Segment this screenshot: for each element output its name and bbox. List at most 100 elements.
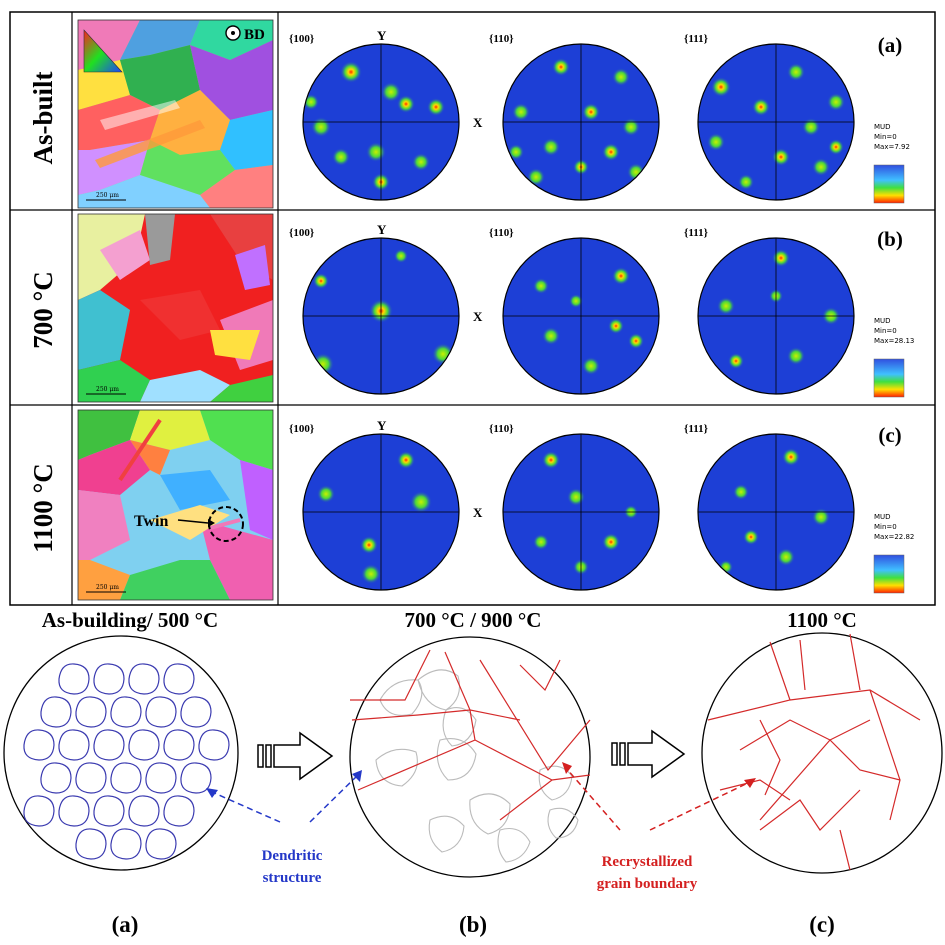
row-label-1100: 1100 °C [28, 463, 58, 553]
pole-figure-r1-c1: {100} [289, 33, 460, 201]
stage-title-c: 1100 °C [787, 608, 857, 632]
legend-colorbar [873, 358, 905, 398]
stage-tag-b: (b) [459, 912, 487, 937]
legend-text: Min=0 [874, 133, 897, 141]
dendritic-cell [145, 828, 177, 860]
texture-spot [743, 529, 759, 545]
scale-bar-label-2: 250 μm [96, 386, 119, 393]
texture-spot [602, 533, 620, 551]
dendritic-cell [163, 663, 195, 695]
pole-figure-label: {110} [489, 227, 514, 239]
legend-text: Min=0 [874, 523, 897, 531]
arrow-2-icon [611, 729, 686, 779]
dendritic-cell [163, 729, 195, 761]
texture-spot [628, 333, 644, 349]
recryst-label-1: Recrystallized [602, 854, 693, 870]
dendritic-cell [93, 729, 125, 761]
dendritic-cell [198, 729, 230, 761]
dendritic-label-1: Dendritic [262, 848, 323, 864]
texture-spot [787, 347, 805, 365]
axis-y-label: Y [377, 418, 387, 433]
pole-figure-label: {111} [684, 33, 708, 45]
texture-spot [627, 163, 645, 181]
texture-spot [569, 294, 583, 308]
texture-spot [827, 93, 845, 111]
texture-spot [802, 118, 820, 136]
dendritic-cell [75, 828, 107, 860]
texture-spot [317, 485, 335, 503]
pole-figure-r1-c2: {110} [489, 33, 660, 201]
texture-spot [738, 174, 754, 190]
legend-text: Max=7.92 [874, 143, 910, 151]
texture-spot [381, 82, 401, 102]
texture-spot [711, 77, 731, 97]
dendritic-cell [58, 729, 90, 761]
pole-figure-label: {111} [684, 227, 708, 239]
pole-figure-r3-c3: {111} [684, 423, 855, 591]
dendritic-cell [75, 762, 107, 794]
texture-spot [602, 143, 620, 161]
texture-spot [397, 95, 415, 113]
texture-spot [728, 353, 744, 369]
dendritic-cell [180, 762, 212, 794]
dendritic-cell [58, 663, 90, 695]
legend-text: MUD [874, 123, 891, 131]
texture-spot [582, 357, 600, 375]
ipf-triangle-icon [83, 29, 123, 73]
texture-spot [542, 451, 560, 469]
axis-x-label: X [473, 115, 483, 130]
axis-x-label: X [473, 309, 483, 324]
texture-spot [733, 484, 749, 500]
pole-figure-label: {111} [684, 423, 708, 435]
dendritic-cell [145, 762, 177, 794]
dendritic-cell [110, 828, 142, 860]
texture-spot [782, 448, 800, 466]
bottom-panel: As-building/ 500 °C 700 °C / 900 °C 1100… [3, 608, 943, 937]
ebsd-map-1100 [78, 410, 273, 600]
stage-tag-c: (c) [809, 912, 835, 937]
texture-spot [567, 488, 585, 506]
legend-colorbar [873, 164, 905, 204]
recryst-arrow-1 [565, 767, 621, 831]
texture-spot [512, 103, 530, 121]
texture-spot [542, 327, 560, 345]
texture-spot [717, 297, 735, 315]
pole-figure-r2-c2: {110} [489, 227, 660, 395]
dendritic-cell [58, 795, 90, 827]
stage-title-a: As-building/ 500 °C [42, 608, 218, 632]
dendritic-label-2: structure [263, 870, 322, 886]
dendritic-cell [110, 696, 142, 728]
dendritic-cell [75, 696, 107, 728]
dendritic-cell [40, 696, 72, 728]
texture-spot [533, 534, 549, 550]
texture-spot [787, 63, 805, 81]
texture-spot [777, 548, 795, 566]
dendritic-cell [40, 762, 72, 794]
texture-spot [332, 148, 350, 166]
texture-spot [427, 98, 445, 116]
dendritic-cell [180, 696, 212, 728]
twin-label: Twin [134, 513, 168, 530]
axis-x-label: X [473, 505, 483, 520]
legend-text: Max=22.82 [874, 533, 914, 541]
schematic-partial-recrystallization [349, 636, 591, 878]
scale-bar-label-1: 250 μm [96, 192, 119, 199]
row-tag: (c) [878, 423, 901, 447]
texture-spot [527, 168, 545, 186]
texture-spot [508, 144, 524, 160]
pole-figure-label: {110} [489, 423, 514, 435]
texture-spot [361, 564, 381, 584]
dendritic-arrow-1 [211, 791, 281, 823]
dendritic-cell [93, 795, 125, 827]
pole-figure-label: {100} [289, 227, 314, 239]
texture-spot [340, 61, 362, 83]
dendritic-cell [93, 663, 125, 695]
dendritic-arrow-2 [309, 774, 359, 823]
scale-bar-label-3: 250 μm [96, 584, 119, 591]
recryst-arrow-2 [649, 781, 751, 831]
legend-text: MUD [874, 317, 891, 325]
dendritic-cell [23, 729, 55, 761]
dendritic-cell [128, 663, 160, 695]
dendritic-cell [145, 696, 177, 728]
